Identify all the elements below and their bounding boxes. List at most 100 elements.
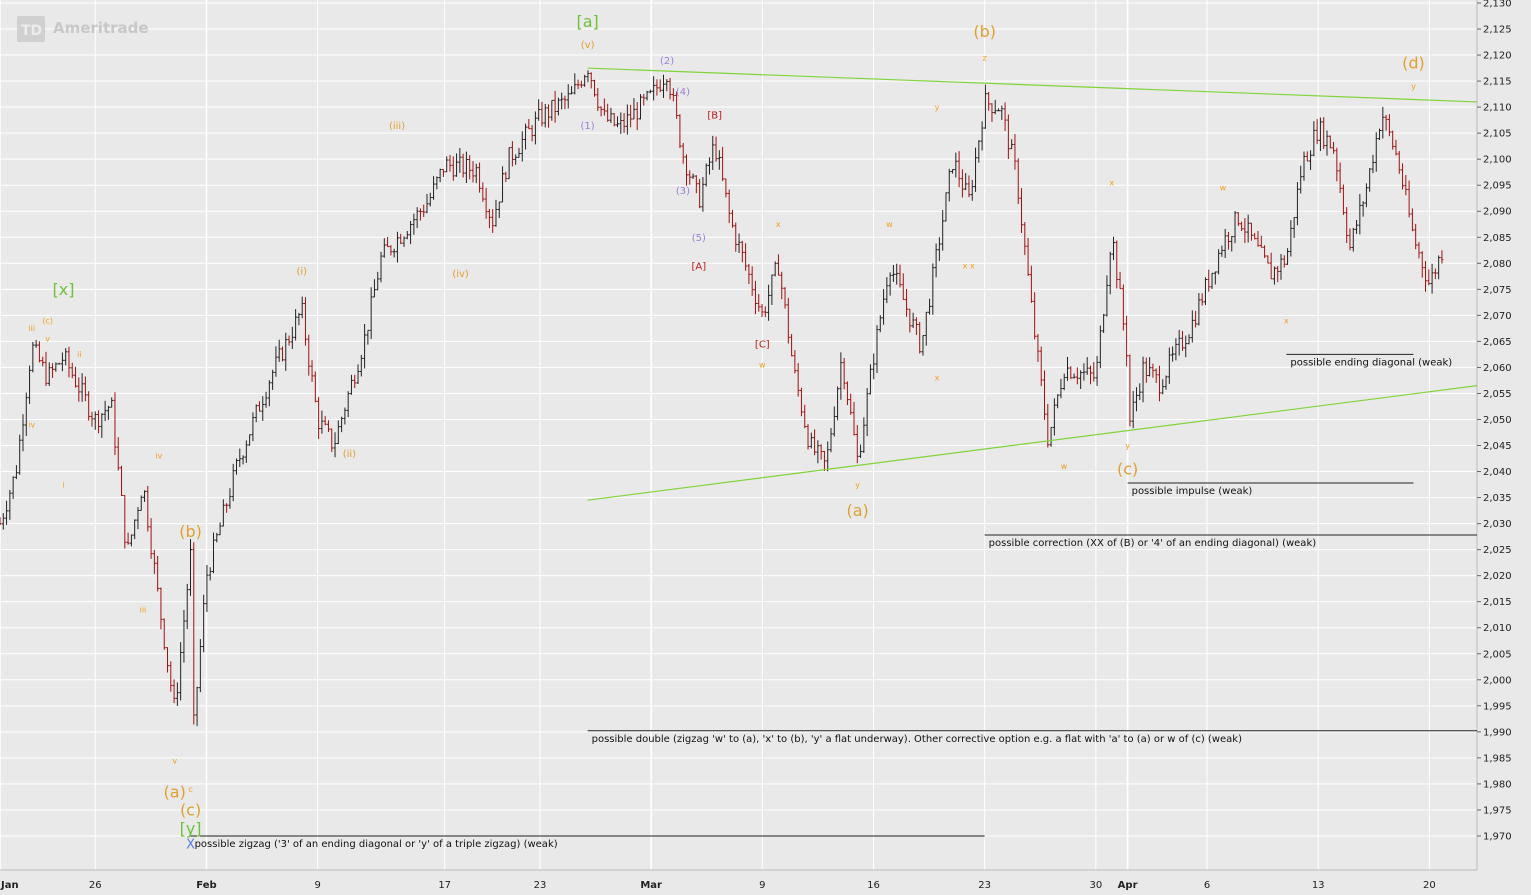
x-tick-label: 26 bbox=[89, 880, 102, 891]
wave-labels: [a] (v) (2) (4) [B] (1) (3) (5) [A] [C] w x (iii) (i)… bbox=[28, 12, 1425, 853]
y-tick-label: 2,010 bbox=[1483, 623, 1512, 634]
wave-label: y bbox=[855, 480, 860, 489]
x-tick-label: 6 bbox=[1204, 880, 1210, 891]
wave-label: v bbox=[45, 335, 50, 344]
annotation-text: possible impulse (weak) bbox=[1132, 486, 1253, 497]
wave-label: (iv) bbox=[452, 269, 469, 280]
annotation-text: possible correction (XX of (B) or '4' of… bbox=[989, 538, 1317, 549]
wave-label: x bbox=[935, 374, 940, 383]
x-tick-label: Apr bbox=[1118, 880, 1138, 891]
y-tick-label: 2,075 bbox=[1483, 285, 1512, 296]
y-tick-label: 2,100 bbox=[1483, 155, 1512, 166]
y-tick-label: 2,065 bbox=[1483, 337, 1512, 348]
annotation-text: possible zigzag ('3' of an ending diagon… bbox=[195, 839, 558, 850]
wave-label: [B] bbox=[707, 110, 722, 121]
y-tick-label: 2,025 bbox=[1483, 545, 1512, 556]
y-tick-label: 1,995 bbox=[1483, 701, 1512, 712]
x-tick-label: 23 bbox=[534, 880, 547, 891]
y-tick-label: 2,020 bbox=[1483, 571, 1512, 582]
wave-label: X bbox=[186, 837, 195, 852]
y-tick-label: 2,055 bbox=[1483, 389, 1512, 400]
y-tick-label: 2,045 bbox=[1483, 441, 1512, 452]
y-tick-label: 2,030 bbox=[1483, 519, 1512, 530]
y-tick-label: 2,125 bbox=[1483, 25, 1512, 36]
y-tick-label: 2,120 bbox=[1483, 51, 1512, 62]
x-tick-label: 9 bbox=[759, 880, 765, 891]
y-tick-label: 2,000 bbox=[1483, 675, 1512, 686]
wave-label: (ii) bbox=[343, 449, 356, 460]
x-tick-label: 17 bbox=[438, 880, 451, 891]
wave-label: (c) bbox=[180, 801, 201, 820]
wave-label: (c) bbox=[42, 316, 53, 325]
wave-label: (5) bbox=[692, 233, 706, 244]
trendline bbox=[587, 385, 1478, 501]
y-tick-label: 2,090 bbox=[1483, 207, 1512, 218]
wave-label: iv bbox=[28, 420, 35, 429]
x-axis: Jan 26 Feb 9 17 23 Mar 9 16 23 30 Apr 6 13 20 bbox=[0, 880, 1436, 891]
wave-label: (iii) bbox=[389, 121, 405, 132]
wave-label: x bbox=[1284, 316, 1289, 325]
wave-label: [y] bbox=[180, 819, 202, 838]
wave-label: (1) bbox=[581, 121, 595, 132]
wave-label: (a) bbox=[846, 501, 868, 520]
wave-label: (b) bbox=[179, 522, 202, 541]
y-tick-label: 1,975 bbox=[1483, 805, 1512, 816]
y-tick-label: 2,115 bbox=[1483, 77, 1512, 88]
wave-label: w bbox=[759, 361, 766, 370]
wave-label: (4) bbox=[676, 87, 690, 98]
wave-label: y bbox=[1411, 82, 1416, 91]
x-tick-label: 23 bbox=[978, 880, 991, 891]
y-tick-label: 2,110 bbox=[1483, 103, 1512, 114]
x-tick-label: 16 bbox=[867, 880, 880, 891]
y-tick-label: 1,980 bbox=[1483, 779, 1512, 790]
wave-label: w bbox=[1061, 462, 1068, 471]
y-tick-label: 2,060 bbox=[1483, 363, 1512, 374]
y-tick-label: 2,015 bbox=[1483, 597, 1512, 608]
wave-label: (d) bbox=[1402, 53, 1425, 72]
logo-badge-box bbox=[17, 16, 45, 42]
wave-label: x x bbox=[963, 262, 975, 271]
wave-label: (v) bbox=[581, 40, 595, 51]
y-tick-label: 2,050 bbox=[1483, 415, 1512, 426]
wave-label: x bbox=[776, 220, 781, 229]
x-tick-label: 13 bbox=[1312, 880, 1325, 891]
wave-label: (a) bbox=[164, 782, 186, 801]
grid-lines bbox=[0, 0, 1478, 871]
x-tick-label: Jan bbox=[0, 880, 19, 891]
y-tick-label: 2,130 bbox=[1483, 0, 1512, 10]
wave-label: [C] bbox=[755, 339, 770, 350]
y-axis: 1,970 1,975 1,980 1,985 1,990 1,995 2,000 2,005… bbox=[1477, 0, 1512, 842]
y-tick-label: 2,105 bbox=[1483, 129, 1512, 140]
x-tick-label: Feb bbox=[196, 880, 216, 891]
wave-label: y bbox=[1125, 441, 1130, 450]
brand-logo: TD Ameritrade bbox=[17, 16, 149, 42]
y-tick-label: 1,985 bbox=[1483, 753, 1512, 764]
annotation-text: possible ending diagonal (weak) bbox=[1290, 357, 1452, 368]
y-tick-label: 2,005 bbox=[1483, 649, 1512, 660]
y-tick-label: 2,095 bbox=[1483, 181, 1512, 192]
annotation-text: possible double (zigzag 'w' to (a), 'x' … bbox=[592, 734, 1242, 745]
wave-label: (i) bbox=[296, 267, 307, 278]
wave-label: (2) bbox=[660, 56, 674, 67]
wave-label: c bbox=[188, 785, 192, 794]
x-tick-label: 9 bbox=[314, 880, 320, 891]
wave-label: [a] bbox=[576, 12, 598, 31]
y-tick-label: 2,070 bbox=[1483, 311, 1512, 322]
wave-label: [A] bbox=[691, 261, 706, 272]
y-tick-label: 2,035 bbox=[1483, 493, 1512, 504]
wave-label: w bbox=[886, 220, 893, 229]
wave-label: iv bbox=[155, 452, 162, 461]
wave-label: [x] bbox=[53, 280, 75, 299]
wave-label: (c) bbox=[1117, 460, 1138, 479]
wave-label: y bbox=[935, 103, 940, 112]
y-tick-label: 1,990 bbox=[1483, 727, 1512, 738]
wave-label: z bbox=[983, 53, 987, 62]
wave-label: v bbox=[172, 756, 177, 765]
wave-label: iii bbox=[140, 605, 147, 614]
x-tick-label: 30 bbox=[1089, 880, 1102, 891]
y-tick-label: 2,040 bbox=[1483, 467, 1512, 478]
wave-label: w bbox=[1220, 184, 1227, 193]
candlestick-series bbox=[0, 70, 1444, 727]
